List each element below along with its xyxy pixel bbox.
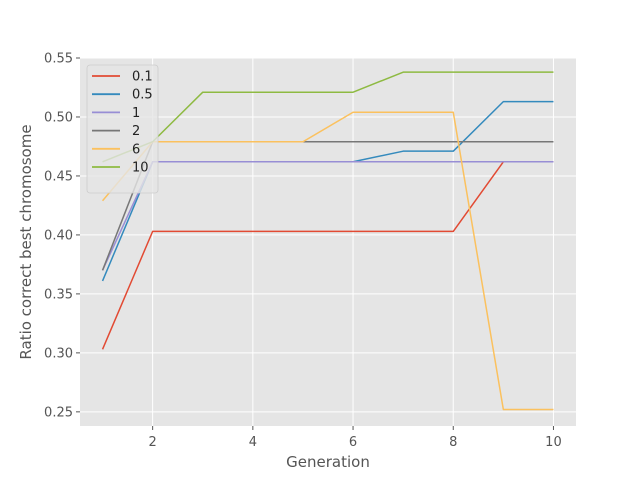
legend-label: 2	[132, 124, 140, 139]
legend-label: 10	[132, 161, 149, 176]
x-axis-ticks: 2 4 6 8 10	[149, 426, 562, 450]
series-line-1	[101, 161, 554, 271]
legend-frame	[86, 64, 159, 194]
legend-label: 0.1	[132, 70, 153, 85]
series-line-6	[101, 111, 554, 411]
y-axis-ticks: 0.25 0.30 0.35 0.40 0.45 0.50 0.55	[44, 52, 80, 420]
series-line-10	[102, 71, 554, 163]
y-tick-label: 0.35	[44, 287, 73, 302]
y-tick-label: 0.55	[44, 52, 73, 67]
legend-label: 1	[132, 106, 140, 121]
x-tick-label: 2	[149, 435, 157, 450]
legend: 0.1 0.5 1 2 6 10	[86, 64, 159, 194]
x-tick-label: 4	[249, 435, 257, 450]
x-tick-label: 10	[545, 435, 562, 450]
y-tick-label: 0.25	[44, 405, 73, 420]
y-axis-label: Ratio correct best chromosome	[17, 124, 35, 359]
x-axis-label: Generation	[286, 453, 370, 471]
plot-background	[80, 58, 576, 426]
legend-label: 0.5	[132, 88, 153, 103]
y-tick-label: 0.40	[44, 228, 73, 243]
y-tick-label: 0.30	[44, 346, 73, 361]
series-lines	[101, 71, 554, 411]
y-tick-label: 0.45	[44, 169, 73, 184]
x-tick-label: 6	[349, 435, 357, 450]
series-line-0-1	[101, 161, 554, 350]
x-tick-label: 8	[449, 435, 457, 450]
y-tick-label: 0.50	[44, 110, 73, 125]
legend-label: 6	[132, 142, 140, 157]
